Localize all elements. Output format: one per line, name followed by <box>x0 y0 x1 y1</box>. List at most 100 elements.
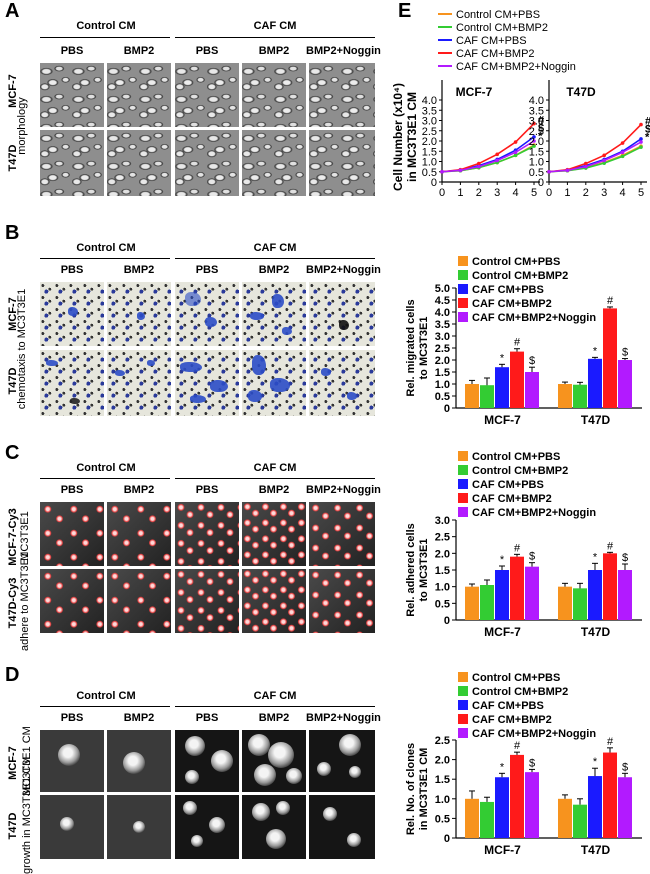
panel-a-col-5: BMP2+Noggin <box>306 45 381 57</box>
image-a-mcf7-bmp2 <box>107 63 171 127</box>
panel-c-control-line <box>40 478 170 479</box>
legend-d-swatch-3 <box>458 700 468 710</box>
image-d-t47d-bmp2 <box>107 795 171 859</box>
panel-b-col-5: BMP2+Noggin <box>306 264 381 276</box>
chart-e-mcf7-ytick-label-7: 3.5 <box>422 105 437 117</box>
chart-c-marker-1-3: # <box>607 540 614 552</box>
legend-e-swatch-3 <box>438 39 452 41</box>
panel-c-row-1: MCF-7-Cy3 <box>7 508 19 566</box>
panel-d-caf-line <box>175 706 375 707</box>
image-a-mcf7-caf-pbs <box>175 63 239 127</box>
chart-b-marker-1-2: * <box>593 345 598 357</box>
panel-c-col-2: BMP2 <box>123 484 155 496</box>
legend-b-swatch-4 <box>458 298 468 308</box>
chart-e-t47d-annot-1: $ <box>645 124 650 136</box>
legend-b-item-2: Control CM+BMP2 <box>458 270 568 282</box>
panel-c-side-label-2: adhere to MC3T3E1 <box>19 551 31 651</box>
panel-d-group-caf: CAF CM <box>253 690 297 702</box>
chart-e-mcf7-ylabel: Cell Number (x10⁴)in MC3T3E1 CM <box>392 83 419 191</box>
panel-c-group-control: Control CM <box>76 462 136 474</box>
chart-c-marker-1-2: * <box>593 551 598 563</box>
chart-c-bar-0-0 <box>465 586 479 620</box>
legend-c-item-5: CAF CM+BMP2+Noggin <box>458 507 596 519</box>
image-a-t47d-bmp2 <box>107 130 171 196</box>
panel-c-col-3: PBS <box>195 484 219 496</box>
chart-e-t47d-point-4-3 <box>602 158 606 163</box>
chart-e-mcf7-annot-2: * <box>538 131 543 143</box>
chart-b-bar-1-1 <box>573 384 587 408</box>
chart-b-ytick-label-8: 4.0 <box>435 307 450 319</box>
chart-b-ytick-label-1: 0.5 <box>435 391 450 403</box>
chart-c-bar-0-2 <box>495 570 509 620</box>
chart-e-mcf7-annot-0: # <box>538 115 544 127</box>
image-d-t47d-caf-noggin <box>309 795 375 859</box>
chart-b-ytick-label-2: 1.0 <box>435 379 450 391</box>
panel-a-group-control: Control CM <box>76 20 136 32</box>
panel-a-col-3: PBS <box>195 45 219 57</box>
legend-b-swatch-1 <box>458 256 468 266</box>
chart-e-mcf7-xtick-label-2: 2 <box>476 187 482 198</box>
chart-e-mcf7-point-3-5 <box>532 121 536 126</box>
legend-d-label-5: CAF CM+BMP2+Noggin <box>472 728 597 740</box>
chart-e-t47d-xtick-label-5: 5 <box>638 187 644 198</box>
chart-b-ytick-label-3: 1.5 <box>435 367 450 379</box>
legend-c-item-3: CAF CM+PBS <box>458 479 544 491</box>
chart-c-marker-1-4: $ <box>622 552 628 564</box>
image-a-t47d-pbs <box>40 130 104 196</box>
panel-c-row-2: T47D-Cy3 <box>7 577 19 629</box>
chart-c-marker-0-4: $ <box>529 551 535 563</box>
panel-b-col-4: BMP2 <box>258 264 290 276</box>
legend-b-swatch-5 <box>458 312 468 322</box>
panel-d-col-4: BMP2 <box>258 712 290 724</box>
chart-b-bar-0-3 <box>510 351 524 408</box>
legend-d-item-5: CAF CM+BMP2+Noggin <box>458 728 596 740</box>
chart-c-xcat-0: MCF-7 <box>484 625 521 639</box>
chart-c-ytick-label-1: 0.5 <box>435 598 450 610</box>
panel-e-letter: E <box>398 0 412 22</box>
chart-e-mcf7-ytick-label-3: 1.5 <box>422 146 437 158</box>
panel-a-col-2: BMP2 <box>123 45 155 57</box>
panel-a-group-caf: CAF CM <box>253 20 297 32</box>
chart-e-mcf7-point-2-5 <box>532 135 536 139</box>
image-d-t47d-pbs <box>40 795 104 859</box>
chart-e-t47d-xtick-label-4: 4 <box>620 187 626 198</box>
chart-e-t47d-point-1-3 <box>602 161 606 165</box>
panel-b-control-line <box>40 258 170 259</box>
chart-d-ytick-label-5: 2.5 <box>435 735 450 747</box>
image-b-t47d-caf-noggin <box>309 350 375 416</box>
chart-e-mcf7-xtick-label-1: 1 <box>457 187 463 198</box>
chart-d-xcat-1: T47D <box>581 843 611 857</box>
image-d-t47d-caf-pbs <box>175 795 239 859</box>
legend-d-label-4: CAF CM+BMP2 <box>472 714 552 726</box>
image-b-t47d-pbs <box>40 350 104 416</box>
chart-e-mcf7-series-4 <box>441 140 535 173</box>
chart-c-bar-0-3 <box>510 556 524 620</box>
chart-e-t47d-ytick-label-7: 3.5 <box>529 105 544 117</box>
chart-b-marker-1-4: $ <box>622 347 628 359</box>
chart-c-bar-1-4 <box>618 570 632 620</box>
chart-e-mcf7-point-1-5 <box>532 144 536 148</box>
legend-b-swatch-3 <box>458 284 468 294</box>
panel-b-letter: B <box>5 222 20 244</box>
panel-b-group-caf: CAF CM <box>253 242 297 254</box>
panel-d-letter: D <box>5 664 20 686</box>
image-b-mcf7-bmp2 <box>107 282 171 346</box>
chart-b-bar-1-3 <box>603 308 617 408</box>
chart-e-mcf7-ytick-label-0: 0 <box>431 177 437 189</box>
chart-d-ytick-label-0: 0 <box>444 833 450 845</box>
image-b-mcf7-pbs <box>40 282 104 346</box>
chart-b-ytick-label-9: 4.5 <box>435 295 450 307</box>
chart-c-marker-0-2: * <box>500 554 505 566</box>
chart-d-bar-0-0 <box>465 798 479 838</box>
chart-c-marker-0-3: # <box>514 542 521 554</box>
chart-e-t47d-annot-2: * <box>645 132 650 144</box>
chart-d-ytick-label-4: 2.0 <box>435 755 450 767</box>
chart-e-t47d-point-3-4 <box>620 141 625 145</box>
chart-b-ytick-label-0: 0 <box>444 403 450 415</box>
chart-e-t47d-annot-0: # <box>645 116 650 128</box>
chart-e-t47d-xtick-label-1: 1 <box>564 187 570 198</box>
image-d-mcf7-caf-noggin <box>309 730 375 792</box>
chart-e-t47d-ytick-label-8: 4.0 <box>529 95 544 107</box>
legend-d-swatch-2 <box>458 686 468 696</box>
legend-b-label-2: Control CM+BMP2 <box>472 270 569 282</box>
